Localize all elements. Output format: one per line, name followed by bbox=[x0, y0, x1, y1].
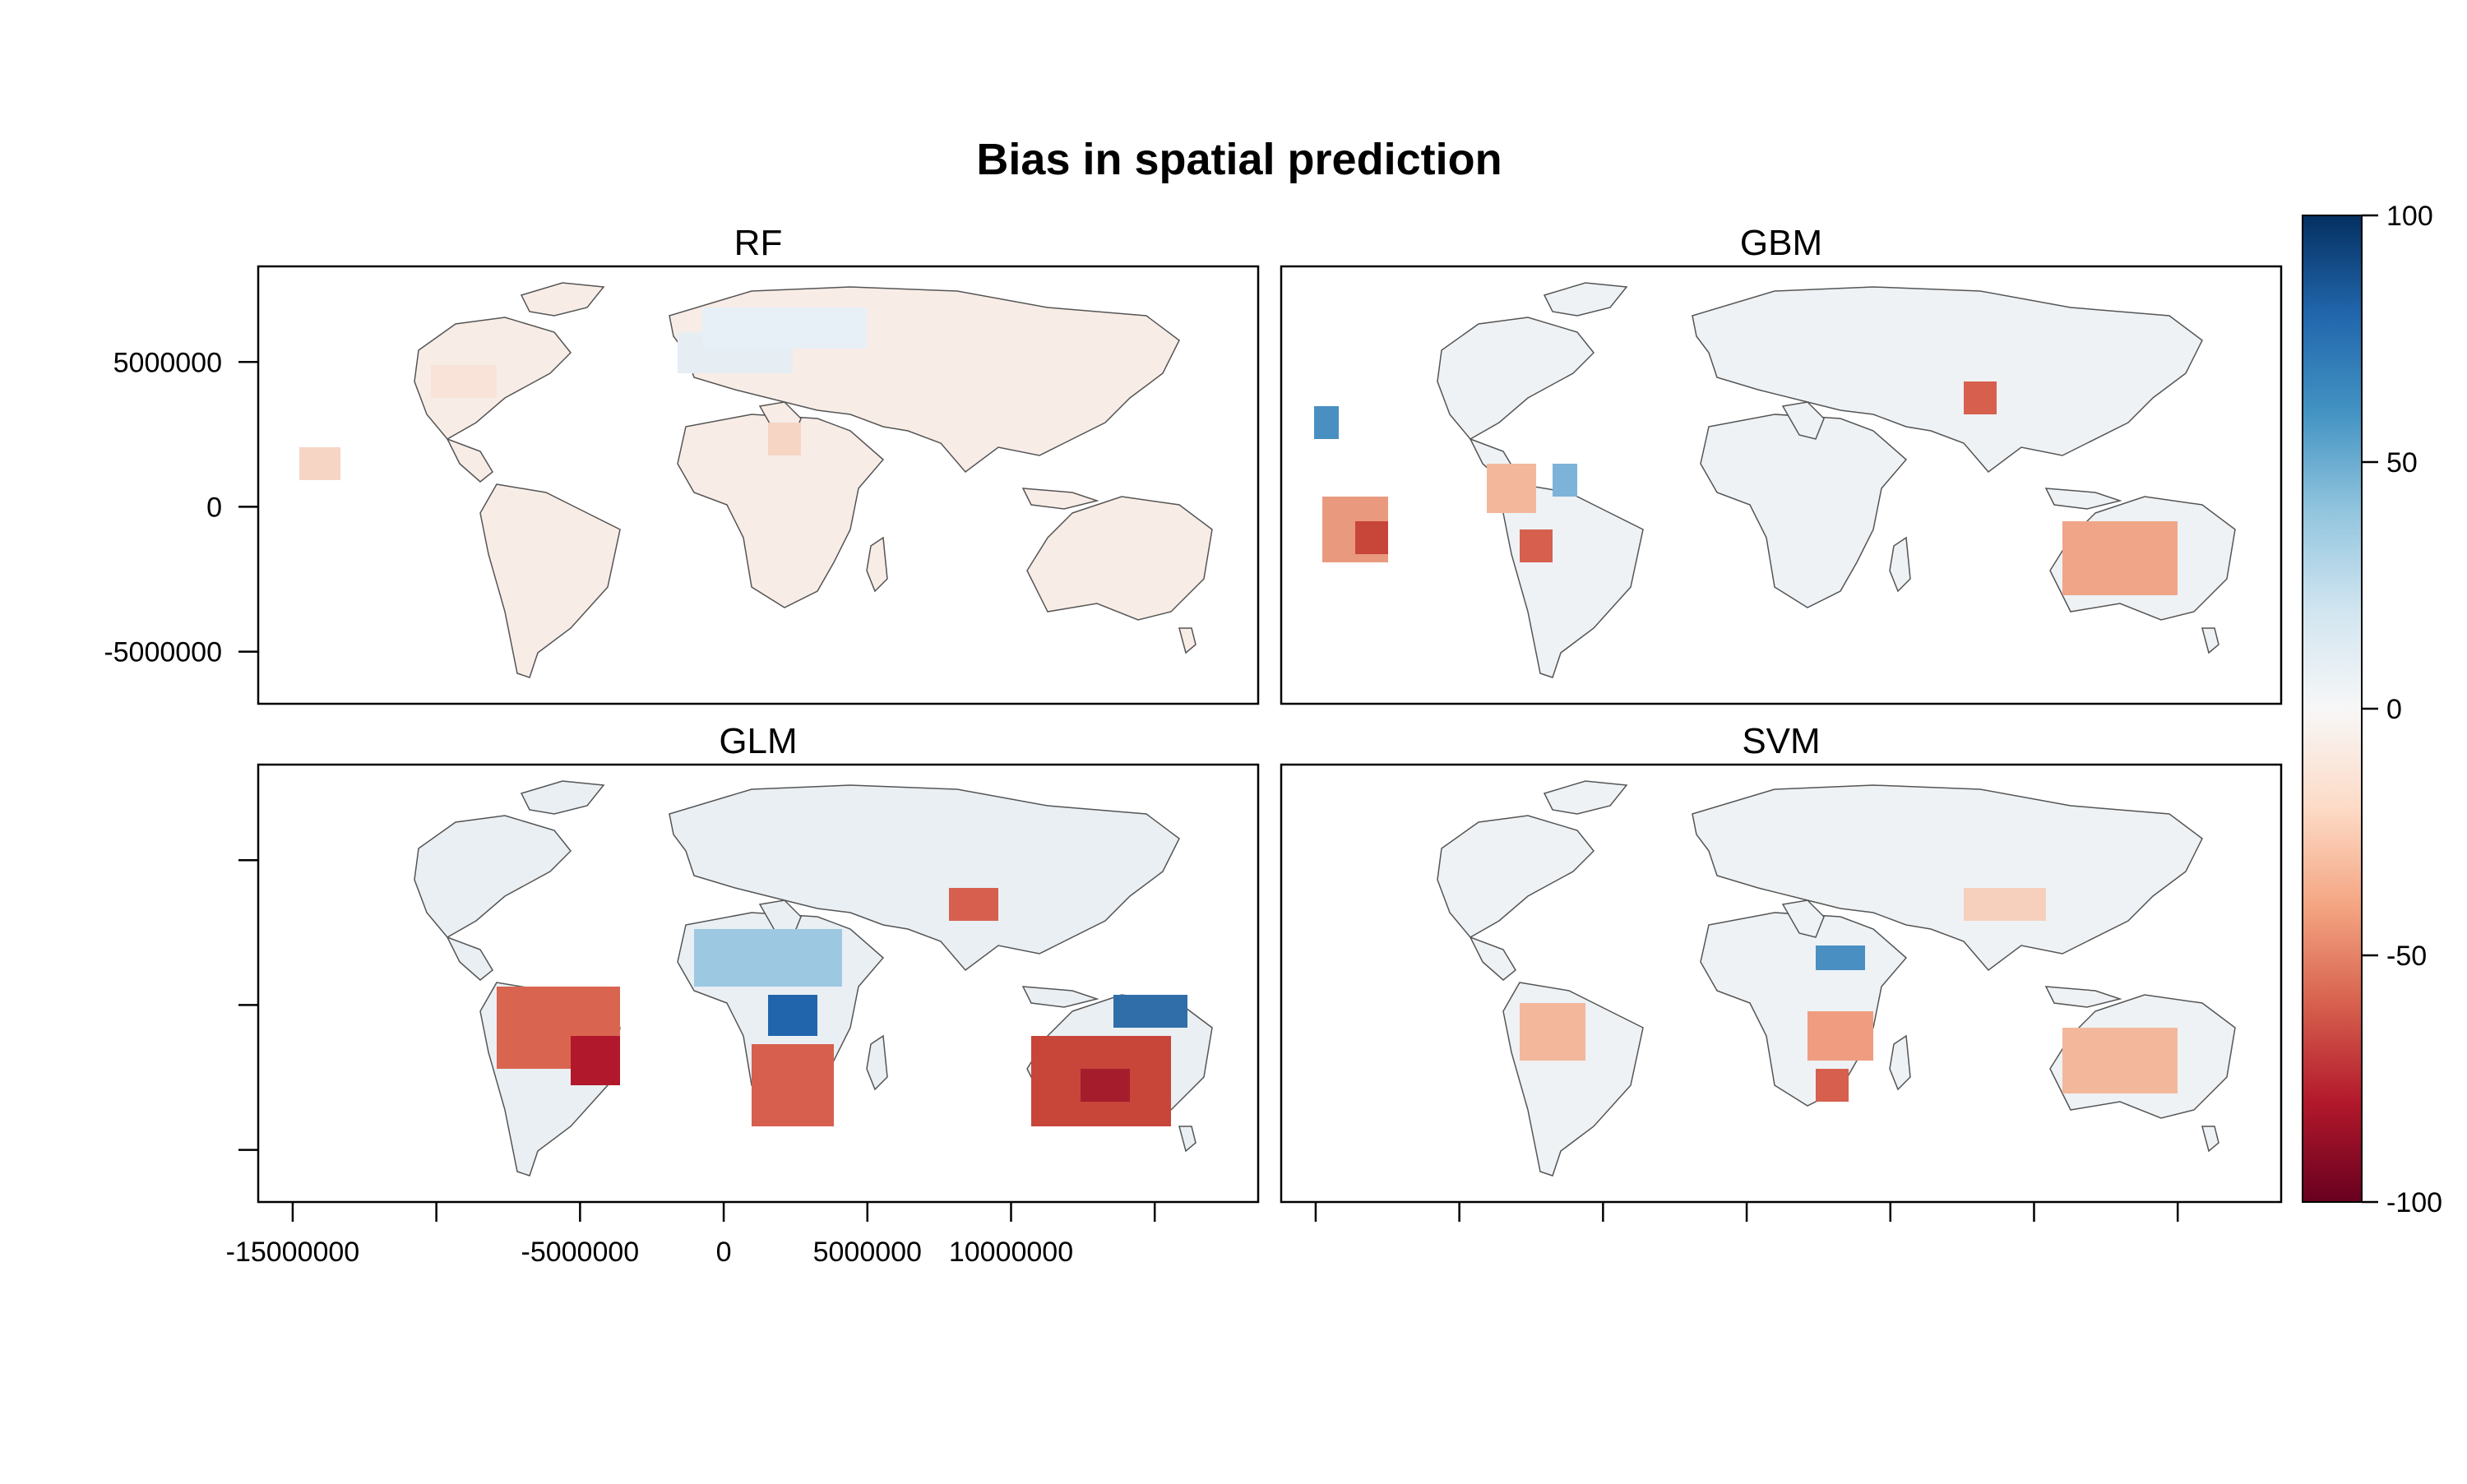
y-tick-label: 0 bbox=[206, 492, 222, 523]
map-land-gbm bbox=[1314, 282, 2236, 678]
map-land-glm bbox=[414, 780, 1213, 1177]
panel-title-gbm: GBM bbox=[1740, 223, 1822, 263]
bias-patches-rf bbox=[299, 307, 867, 480]
x-tick-label: -15000000 bbox=[226, 1237, 360, 1268]
colorbar-tick-label: -100 bbox=[2386, 1187, 2442, 1218]
panel-rf: RF bbox=[257, 223, 1260, 705]
colorbar-tick-label: 0 bbox=[2386, 694, 2402, 725]
x-tick-label: 10000000 bbox=[949, 1237, 1073, 1268]
map-land-rf bbox=[299, 282, 1213, 678]
x-tick-label: 0 bbox=[716, 1237, 732, 1268]
panel-gbm: GBM bbox=[1280, 223, 2283, 705]
panel-title-rf: RF bbox=[734, 223, 783, 263]
panel-title-glm: GLM bbox=[719, 721, 797, 761]
y-axis: 5000000 0 -5000000 bbox=[104, 347, 258, 1151]
bias-patches-svm bbox=[1520, 888, 2178, 1102]
panel-glm: GLM bbox=[257, 721, 1260, 1204]
colorbar-tick-label: 100 bbox=[2386, 201, 2433, 232]
colorbar-gradient bbox=[2302, 215, 2363, 1203]
panel-svm: SVM bbox=[1280, 721, 2283, 1204]
colorbar: 100 50 0 -50 -100 bbox=[2302, 201, 2442, 1218]
figure-title: Bias in spatial prediction bbox=[976, 135, 1502, 184]
y-tick-label: 5000000 bbox=[113, 347, 222, 378]
bias-patches-gbm bbox=[1314, 381, 2178, 595]
colorbar-tick-label: -50 bbox=[2386, 941, 2427, 972]
panel-title-svm: SVM bbox=[1742, 721, 1820, 761]
colorbar-ticks: 100 50 0 -50 -100 bbox=[2362, 201, 2442, 1218]
x-axis: -15000000 -5000000 0 5000000 10000000 bbox=[226, 1202, 2179, 1268]
y-tick-label: -5000000 bbox=[104, 637, 222, 668]
map-land-svm bbox=[1437, 780, 2236, 1177]
x-tick-label: -5000000 bbox=[521, 1237, 640, 1268]
colorbar-tick-label: 50 bbox=[2386, 447, 2418, 478]
bias-patches-glm bbox=[497, 888, 1187, 1126]
x-tick-label: 5000000 bbox=[813, 1237, 922, 1268]
